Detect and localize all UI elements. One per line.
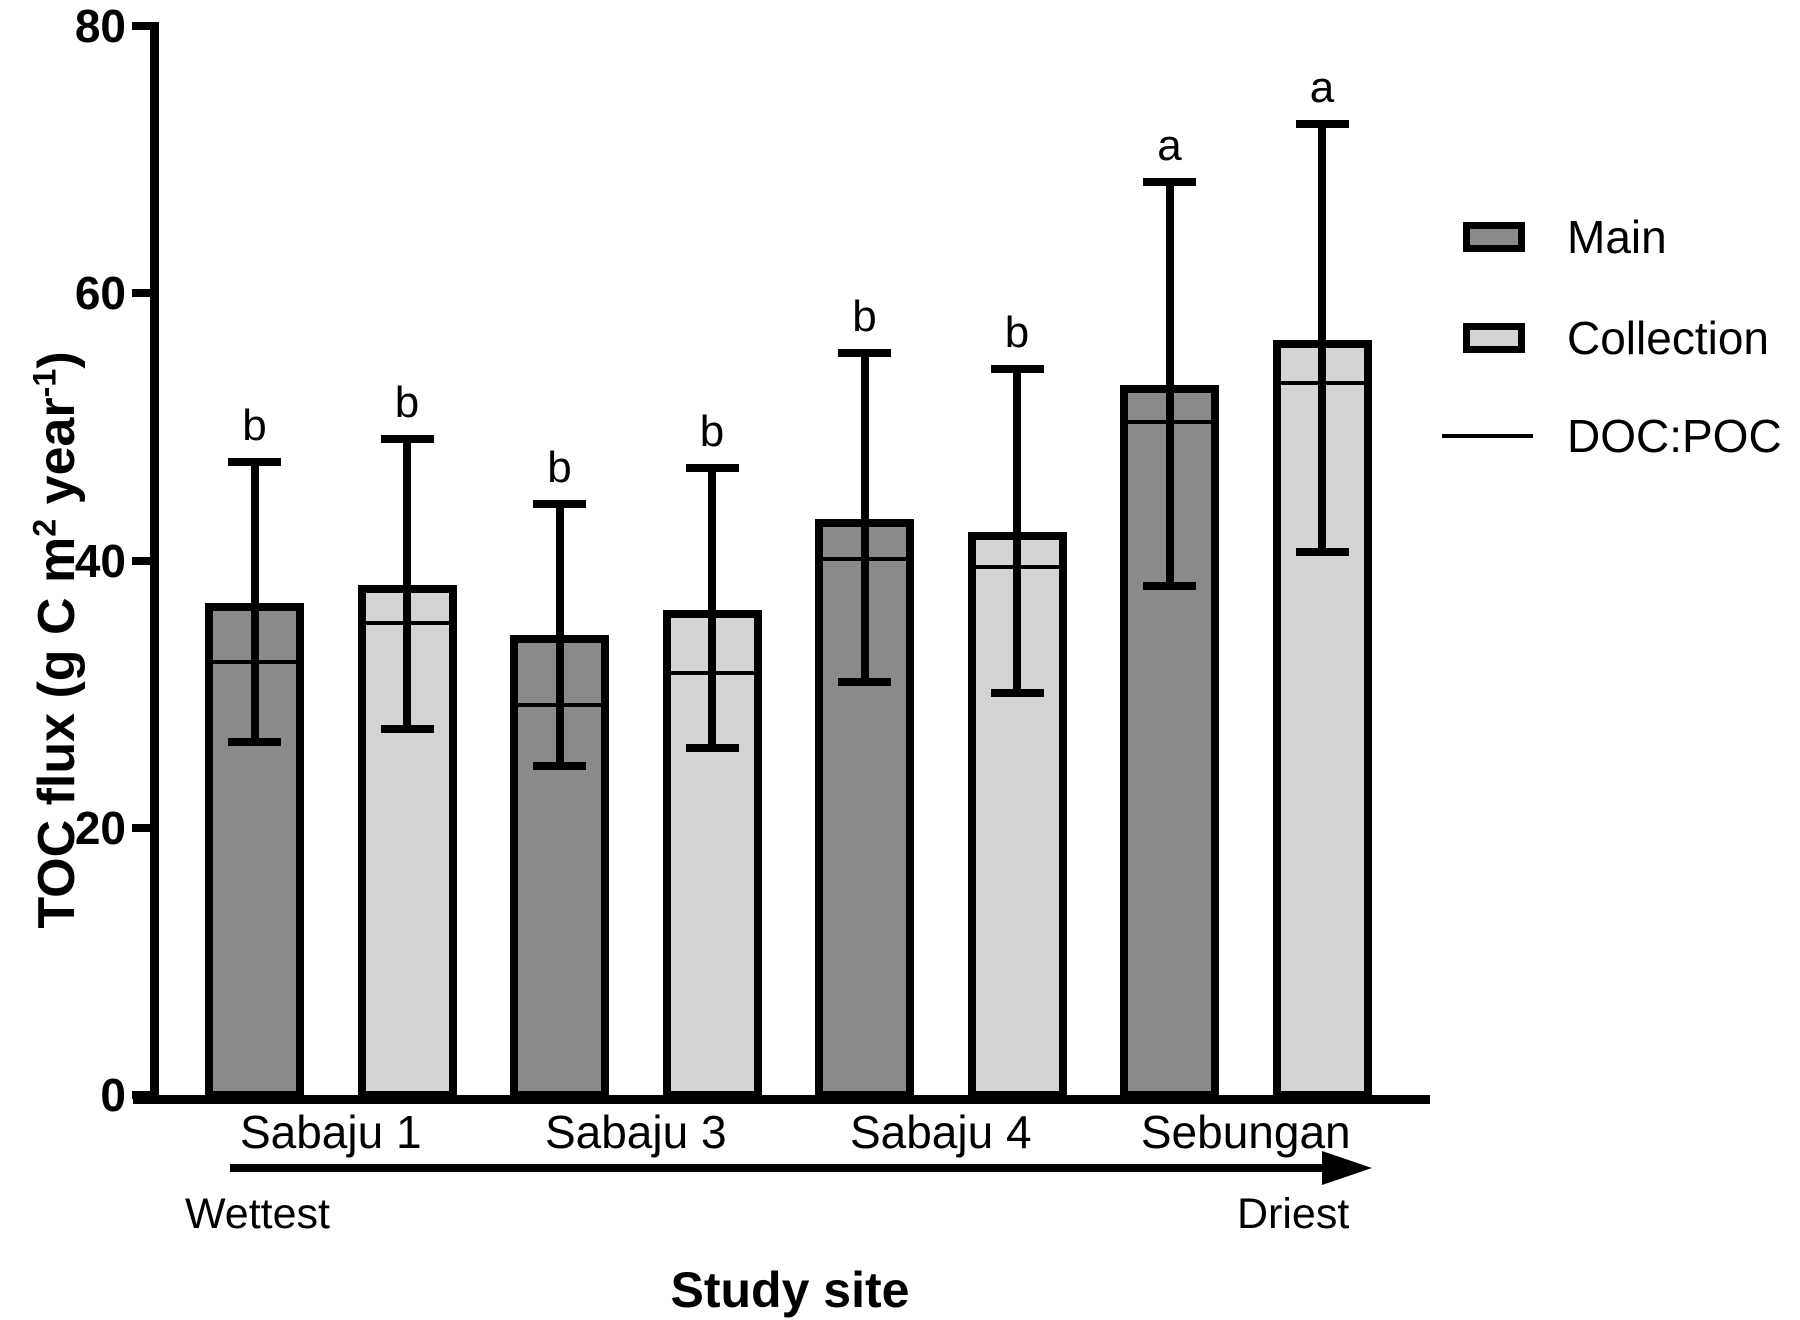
significance-letter-main-sabaju-4: b — [852, 292, 877, 342]
error-bar-main-sabaju-4 — [860, 353, 869, 683]
error-bar-main-sabaju-1 — [250, 461, 259, 743]
y-axis-title: TOC flux (g C m2 year-1) — [26, 351, 86, 929]
legend-swatch-collection — [1463, 323, 1525, 353]
legend-swatch-doc-poc-line — [1442, 434, 1533, 438]
legend-item-main: Main — [1440, 207, 1667, 267]
legend: Main Collection DOC:POC — [1440, 180, 1800, 490]
error-cap-bottom-collection-sabaju-4 — [990, 688, 1044, 697]
error-bar-collection-sabaju-4 — [1013, 369, 1021, 693]
error-cap-top-main-sabaju-3 — [533, 500, 586, 509]
legend-label-collection: Collection — [1567, 312, 1769, 364]
legend-item-doc-poc: DOC:POC — [1440, 406, 1782, 466]
legend-swatch-main — [1463, 222, 1525, 252]
error-cap-top-main-sebungan — [1143, 178, 1196, 187]
error-cap-top-collection-sabaju-3 — [685, 464, 739, 473]
x-tick-label-sabaju-4: Sabaju 4 — [849, 1106, 1032, 1158]
y-axis-spine — [150, 22, 159, 1103]
error-cap-bottom-main-sabaju-1 — [228, 738, 281, 747]
error-bar-collection-sabaju-3 — [708, 468, 716, 748]
significance-letter-collection-sabaju-3: b — [699, 407, 725, 457]
y-tick-label-40: 40 — [74, 534, 126, 587]
error-bar-main-sebungan — [1165, 182, 1174, 586]
gradient-label-wettest: Wettest — [185, 1190, 330, 1238]
error-cap-bottom-collection-sebungan — [1295, 548, 1349, 557]
x-axis-spine — [133, 1095, 1430, 1104]
error-bar-collection-sabaju-1 — [403, 438, 411, 729]
y-tick-20 — [132, 823, 150, 832]
y-tick-label-0: 0 — [100, 1069, 126, 1121]
y-tick-0 — [132, 1091, 150, 1099]
significance-letter-main-sebungan: a — [1157, 121, 1182, 171]
error-cap-bottom-main-sabaju-4 — [838, 678, 891, 687]
error-bar-main-sabaju-3 — [555, 504, 564, 767]
legend-label-main: Main — [1567, 211, 1667, 263]
y-tick-60 — [132, 289, 150, 298]
error-cap-bottom-main-sebungan — [1143, 581, 1196, 590]
significance-letter-main-sabaju-1: b — [242, 400, 267, 450]
gradient-label-driest: Driest — [1237, 1190, 1350, 1238]
error-bar-collection-sebungan — [1318, 123, 1326, 553]
significance-letter-collection-sebungan: a — [1309, 62, 1335, 112]
error-cap-bottom-collection-sabaju-1 — [380, 724, 434, 733]
error-cap-top-collection-sabaju-4 — [990, 365, 1044, 374]
legend-label-doc-poc: DOC:POC — [1567, 410, 1782, 462]
x-axis-title: Study site — [670, 1262, 910, 1318]
x-tick-label-sebungan: Sebungan — [1140, 1106, 1351, 1158]
error-cap-bottom-collection-sabaju-3 — [685, 743, 739, 752]
error-cap-top-main-sabaju-4 — [838, 349, 891, 358]
gradient-arrow-shaft — [230, 1164, 1330, 1172]
x-tick-label-sabaju-1: Sabaju 1 — [239, 1106, 422, 1158]
x-tick-label-sabaju-3: Sabaju 3 — [544, 1106, 727, 1158]
y-tick-label-80: 80 — [74, 0, 126, 52]
significance-letter-collection-sabaju-4: b — [1004, 308, 1030, 358]
y-tick-label-20: 20 — [74, 801, 126, 854]
y-tick-80 — [132, 22, 150, 30]
y-tick-label-60: 60 — [74, 267, 126, 320]
bar-main-sabaju-4 — [815, 519, 914, 1099]
bar-collection-sabaju-4 — [967, 532, 1067, 1099]
gradient-arrow-head-icon — [1322, 1151, 1372, 1185]
error-cap-top-main-sabaju-1 — [228, 457, 281, 466]
significance-letter-collection-sabaju-1: b — [394, 377, 420, 427]
legend-item-collection: Collection — [1440, 308, 1769, 368]
significance-letter-main-sabaju-3: b — [547, 443, 572, 493]
y-tick-40 — [132, 556, 150, 565]
error-cap-top-collection-sabaju-1 — [380, 434, 434, 443]
error-cap-bottom-main-sabaju-3 — [533, 762, 586, 771]
error-cap-top-collection-sebungan — [1295, 119, 1349, 128]
